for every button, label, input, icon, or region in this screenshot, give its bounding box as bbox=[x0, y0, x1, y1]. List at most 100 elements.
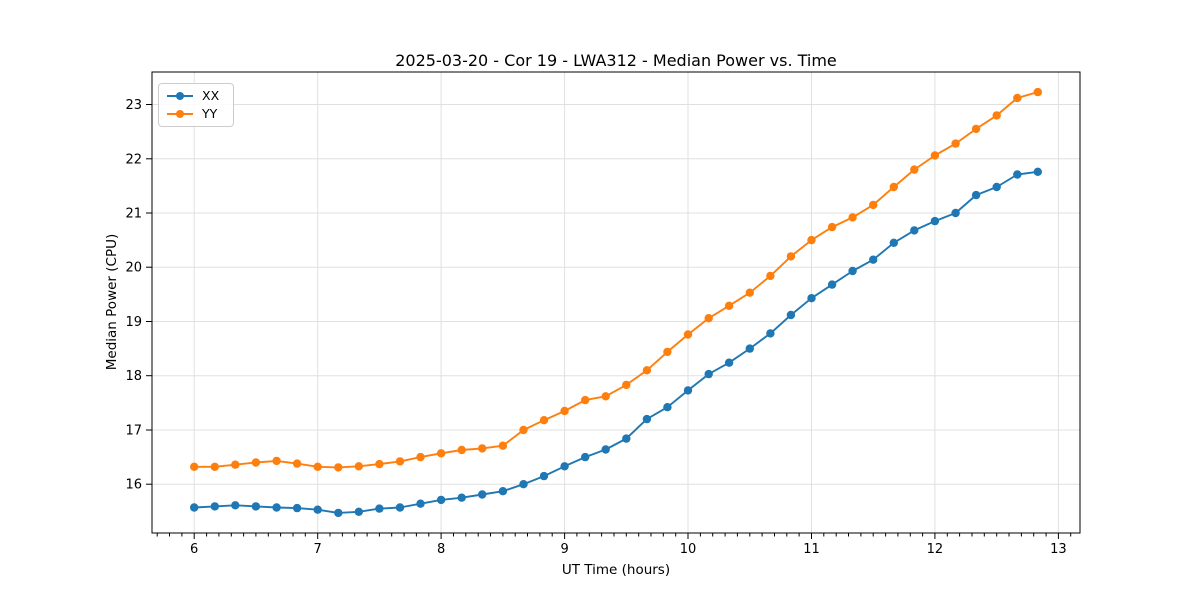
data-point bbox=[498, 441, 508, 450]
data-point bbox=[889, 238, 898, 247]
svg-text:7: 7 bbox=[314, 542, 322, 557]
data-point bbox=[745, 344, 754, 353]
x-axis-ticks bbox=[156, 533, 1072, 539]
data-point bbox=[827, 222, 837, 232]
svg-text:20: 20 bbox=[125, 261, 142, 276]
data-point bbox=[416, 452, 425, 462]
series-XX bbox=[190, 167, 1043, 518]
data-point bbox=[992, 111, 1001, 120]
data-point bbox=[231, 460, 240, 469]
data-point bbox=[663, 403, 672, 412]
data-point bbox=[601, 392, 610, 401]
data-point bbox=[210, 462, 219, 471]
data-point bbox=[704, 314, 713, 323]
data-point bbox=[992, 182, 1001, 192]
svg-text:6: 6 bbox=[190, 542, 198, 557]
data-point bbox=[807, 294, 816, 303]
plot-border bbox=[151, 71, 1081, 534]
data-point bbox=[457, 445, 466, 455]
data-point bbox=[827, 280, 837, 289]
data-point bbox=[395, 457, 405, 466]
y-tick-labels: 16 17 18 19 20 21 22 23 bbox=[125, 98, 142, 493]
data-point bbox=[724, 301, 734, 310]
data-point bbox=[889, 182, 898, 192]
data-point bbox=[683, 330, 693, 339]
data-point bbox=[272, 456, 281, 466]
data-point bbox=[951, 208, 960, 218]
svg-text:8: 8 bbox=[437, 542, 445, 557]
svg-text:22: 22 bbox=[125, 152, 142, 167]
data-point bbox=[683, 386, 693, 395]
data-point bbox=[1033, 87, 1043, 97]
data-point bbox=[622, 434, 631, 443]
data-point bbox=[436, 495, 446, 505]
data-point bbox=[251, 458, 261, 467]
data-point bbox=[971, 124, 981, 134]
data-point bbox=[786, 252, 796, 261]
data-point bbox=[910, 226, 919, 235]
data-point bbox=[581, 452, 590, 462]
data-point bbox=[190, 503, 199, 512]
data-point bbox=[354, 507, 363, 516]
data-point bbox=[704, 369, 713, 379]
data-point bbox=[354, 462, 363, 471]
svg-text:13: 13 bbox=[1050, 542, 1067, 557]
data-point bbox=[910, 165, 919, 174]
data-point bbox=[869, 255, 878, 264]
data-point bbox=[334, 463, 343, 472]
data-point bbox=[1033, 167, 1043, 176]
svg-text:11: 11 bbox=[803, 542, 820, 557]
legend-item-yy: YY bbox=[166, 105, 226, 121]
svg-text:21: 21 bbox=[125, 207, 142, 222]
data-point bbox=[848, 266, 857, 276]
data-point bbox=[663, 347, 672, 357]
data-point bbox=[478, 444, 487, 453]
svg-text:16: 16 bbox=[125, 478, 142, 493]
legend-label-yy: YY bbox=[202, 105, 218, 121]
data-point bbox=[498, 487, 508, 496]
data-point bbox=[539, 416, 549, 425]
data-point bbox=[457, 493, 466, 502]
data-point bbox=[786, 310, 796, 320]
y-axis-label: Median Power (CPU) bbox=[104, 233, 120, 371]
data-point bbox=[519, 480, 528, 489]
data-point bbox=[622, 380, 631, 390]
svg-text:19: 19 bbox=[125, 315, 142, 330]
svg-text:17: 17 bbox=[125, 424, 142, 439]
line-marker-icon bbox=[167, 92, 193, 100]
data-point bbox=[848, 213, 857, 222]
x-axis-label: UT Time (hours) bbox=[561, 562, 671, 578]
data-point bbox=[724, 358, 734, 367]
svg-text:12: 12 bbox=[927, 542, 944, 557]
data-point bbox=[313, 505, 322, 514]
data-point bbox=[766, 329, 775, 338]
svg-text:10: 10 bbox=[680, 542, 697, 557]
data-point bbox=[375, 504, 384, 513]
data-point bbox=[395, 503, 405, 512]
data-point bbox=[539, 471, 549, 481]
data-point bbox=[642, 366, 652, 375]
data-point bbox=[436, 449, 446, 458]
data-point bbox=[416, 499, 425, 508]
data-point bbox=[560, 406, 569, 416]
data-point bbox=[581, 395, 590, 405]
data-point bbox=[1013, 170, 1022, 179]
data-point bbox=[951, 139, 960, 148]
data-point bbox=[869, 200, 878, 210]
legend-label-xx: XX bbox=[202, 87, 220, 103]
data-point bbox=[560, 462, 569, 471]
legend: XX YY bbox=[158, 83, 234, 127]
data-point bbox=[375, 459, 384, 469]
data-point bbox=[334, 508, 343, 518]
data-point bbox=[251, 502, 261, 511]
data-point bbox=[478, 490, 487, 499]
data-point bbox=[1013, 93, 1022, 103]
data-point bbox=[807, 235, 816, 245]
data-point bbox=[601, 445, 610, 454]
data-point bbox=[272, 503, 281, 512]
x-tick-labels: 6 7 8 9 10 11 12 13 bbox=[190, 542, 1067, 557]
grid-lines bbox=[152, 72, 1080, 533]
svg-text:23: 23 bbox=[125, 98, 142, 113]
